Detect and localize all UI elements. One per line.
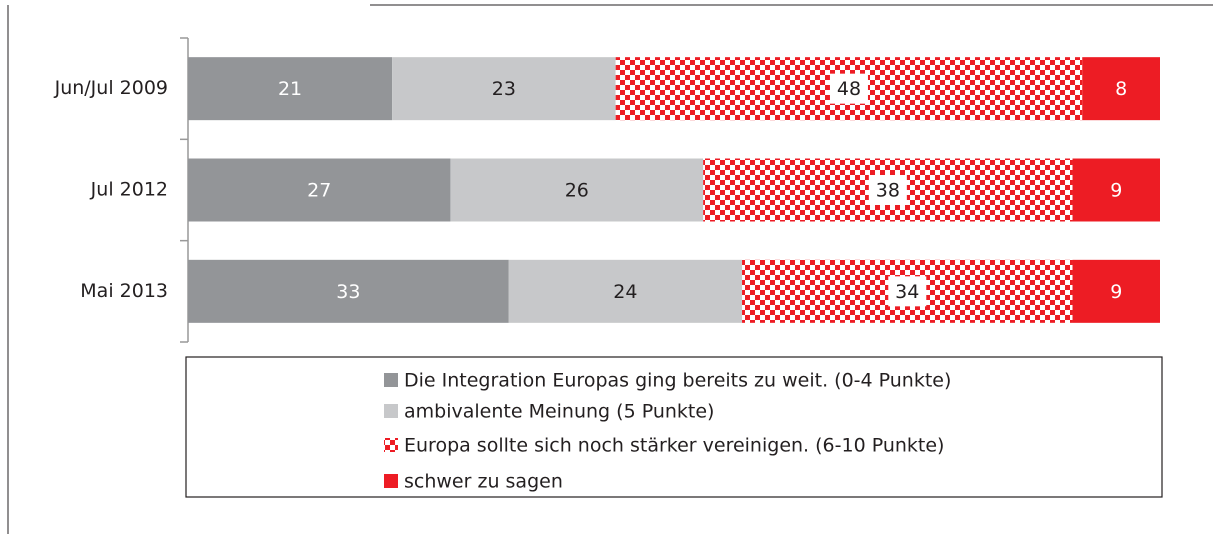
y-tick-label: Jul 2012 <box>90 179 168 201</box>
legend-box <box>185 356 1163 498</box>
legend-swatch <box>384 404 398 418</box>
data-label: 9 <box>1110 281 1122 303</box>
bar-segment <box>450 158 704 222</box>
data-label: 21 <box>278 78 302 100</box>
data-label: 24 <box>613 281 637 303</box>
data-label: 34 <box>895 281 919 303</box>
bar-segment <box>508 259 743 323</box>
legend-label: schwer zu sagen <box>404 471 563 493</box>
bar-segment <box>1082 57 1160 121</box>
legend-label: Europa sollte sich noch stärker vereinig… <box>404 435 944 457</box>
data-label: 8 <box>1115 78 1127 100</box>
legend-label: Die Integration Europas ging bereits zu … <box>404 370 951 392</box>
data-label: 23 <box>492 78 516 100</box>
legend-swatch <box>384 373 398 387</box>
data-label: 27 <box>307 180 331 202</box>
bar-segment <box>188 259 509 323</box>
bar-segment <box>188 158 451 222</box>
data-label: 48 <box>837 78 861 100</box>
label-background <box>888 276 927 307</box>
data-label: 9 <box>1110 180 1122 202</box>
legend-swatch <box>384 474 398 488</box>
y-tick-label: Jun/Jul 2009 <box>54 77 168 99</box>
y-tick-label: Mai 2013 <box>80 280 168 302</box>
label-background <box>868 175 907 205</box>
data-label: 26 <box>565 180 589 202</box>
bar-segment <box>188 57 393 121</box>
legend-swatch <box>384 438 398 452</box>
bar-segment <box>1072 259 1160 323</box>
data-label: 38 <box>876 180 900 202</box>
bar-segment <box>392 57 616 121</box>
data-label: 33 <box>336 281 360 303</box>
legend-label: ambivalente Meinung (5 Punkte) <box>404 401 714 423</box>
label-background <box>829 73 868 104</box>
bar-segment <box>1072 158 1160 222</box>
